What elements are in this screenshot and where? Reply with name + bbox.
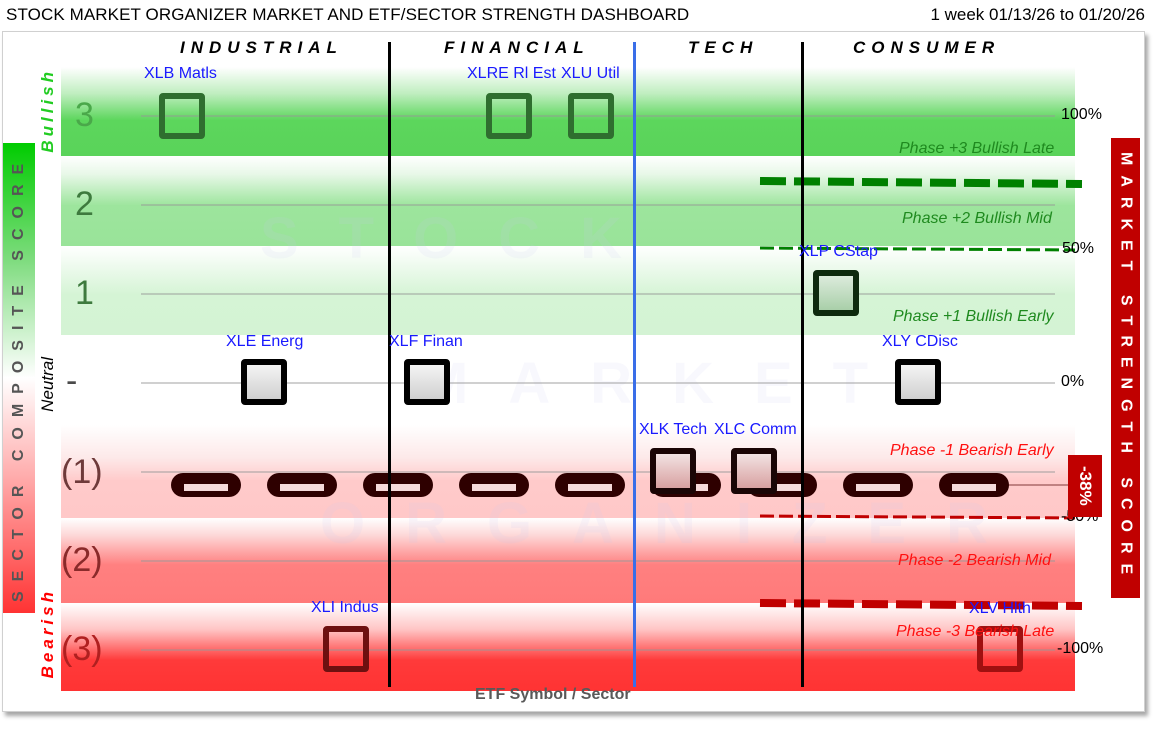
gridline-minus-1 bbox=[141, 471, 1055, 473]
etf-marker-xle[interactable] bbox=[241, 359, 287, 405]
etf-label-xlu: XLU Util bbox=[561, 65, 620, 82]
band-minus-3 bbox=[61, 603, 1075, 691]
market-strength-marker bbox=[363, 473, 433, 497]
y-tick-2: 2 bbox=[75, 185, 94, 223]
gridline-minus-2 bbox=[141, 560, 1055, 562]
market-strength-marker bbox=[555, 473, 625, 497]
etf-marker-xlb[interactable] bbox=[159, 93, 205, 139]
band-minus-2 bbox=[61, 518, 1075, 603]
sector-score-axis-bar bbox=[3, 143, 35, 613]
gridline-2 bbox=[141, 204, 1055, 206]
y2-tick-50: 50% bbox=[1062, 240, 1095, 257]
etf-marker-xlu[interactable] bbox=[568, 93, 614, 139]
y2-tick-0: 0% bbox=[1061, 373, 1085, 390]
etf-marker-xli[interactable] bbox=[323, 626, 369, 672]
market-strength-marker bbox=[843, 473, 913, 497]
market-strength-axis-bar bbox=[1111, 138, 1140, 598]
y-tick-minus-1: (1) bbox=[61, 453, 103, 491]
y-tick-0: - bbox=[66, 362, 78, 400]
etf-marker-xlk[interactable] bbox=[650, 448, 696, 494]
etf-label-xlc: XLC Comm bbox=[714, 421, 797, 438]
x-axis-label: ETF Symbol / Sector bbox=[475, 686, 631, 703]
market-score-line bbox=[1000, 484, 1068, 486]
gridline-3 bbox=[141, 115, 1055, 117]
phase-label-plus-2: Phase +2 Bullish Mid bbox=[902, 210, 1052, 227]
phase-label-minus-1: Phase -1 Bearish Early bbox=[890, 442, 1054, 459]
watermark-market: MARKET bbox=[420, 351, 909, 416]
sector-divider-tech-consumer bbox=[801, 42, 804, 687]
phase-label-plus-3: Phase +3 Bullish Late bbox=[899, 140, 1055, 157]
watermark-organizer: ORGANIZER bbox=[320, 491, 1028, 556]
etf-marker-xlc[interactable] bbox=[731, 448, 777, 494]
phase-label-plus-1: Phase +1 Bullish Early bbox=[893, 308, 1054, 325]
etf-marker-xlf[interactable] bbox=[404, 359, 450, 405]
bullish-label: Bullish bbox=[38, 68, 57, 153]
y-tick-3: 3 bbox=[75, 96, 94, 134]
market-strength-value-badge: -38% bbox=[1068, 455, 1102, 517]
gridline-1 bbox=[141, 293, 1055, 295]
market-strength-marker bbox=[267, 473, 337, 497]
etf-marker-xlv[interactable] bbox=[977, 626, 1023, 672]
etf-label-xli: XLI Indus bbox=[311, 599, 379, 616]
etf-marker-xlp[interactable] bbox=[813, 270, 859, 316]
etf-label-xlf: XLF Finan bbox=[389, 333, 463, 350]
sector-divider-industrial-financial bbox=[388, 42, 391, 687]
bearish-label: Bearish bbox=[38, 588, 57, 679]
y2-tick-100: 100% bbox=[1061, 106, 1102, 123]
etf-label-xlp: XLP CStap bbox=[799, 243, 878, 260]
etf-marker-xlre[interactable] bbox=[486, 93, 532, 139]
etf-label-xlre: XLRE Rl Est bbox=[467, 65, 556, 82]
market-strength-marker bbox=[459, 473, 529, 497]
neutral-label: Neutral bbox=[38, 357, 57, 412]
etf-marker-xly[interactable] bbox=[895, 359, 941, 405]
band-plus-1 bbox=[61, 246, 1075, 335]
y2-tick-minus-100: -100% bbox=[1057, 640, 1104, 657]
sector-header-tech: TECH bbox=[688, 38, 759, 57]
etf-label-xlk: XLK Tech bbox=[639, 421, 708, 438]
sector-header-financial: FINANCIAL bbox=[444, 38, 590, 57]
etf-label-xly: XLY CDisc bbox=[882, 333, 958, 350]
gridline-minus-3 bbox=[141, 649, 1055, 651]
band-plus-2 bbox=[61, 156, 1075, 246]
date-range: 1 week 01/13/26 to 01/20/26 bbox=[930, 5, 1145, 24]
etf-label-xlv: XLV Hlth bbox=[969, 600, 1031, 617]
sector-header-consumer: CONSUMER bbox=[853, 38, 1001, 57]
y-tick-minus-2: (2) bbox=[61, 541, 103, 579]
etf-label-xlb: XLB Matls bbox=[144, 65, 217, 82]
band-minus-1 bbox=[61, 425, 1075, 518]
phase-label-minus-2: Phase -2 Bearish Mid bbox=[898, 552, 1051, 569]
sector-divider-financial-tech bbox=[633, 42, 636, 687]
watermark-stock: STOCK bbox=[260, 206, 662, 271]
y-tick-1: 1 bbox=[75, 274, 94, 312]
gridline-0 bbox=[141, 382, 1055, 384]
market-strength-axis-title: MARKET STRENGTH SCORE bbox=[1117, 151, 1135, 585]
market-strength-marker bbox=[939, 473, 1009, 497]
etf-label-xle: XLE Energ bbox=[226, 333, 304, 350]
y-tick-minus-3: (3) bbox=[61, 630, 103, 668]
market-strength-marker bbox=[171, 473, 241, 497]
phase-label-minus-3: Phase -3 Bearish Late bbox=[896, 623, 1055, 640]
sector-header-industrial: INDUSTRIAL bbox=[180, 38, 343, 57]
sector-score-axis-title: SECTOR COMPOSITE SCORE bbox=[10, 153, 27, 603]
chart-title: STOCK MARKET ORGANIZER MARKET AND ETF/SE… bbox=[6, 5, 690, 24]
